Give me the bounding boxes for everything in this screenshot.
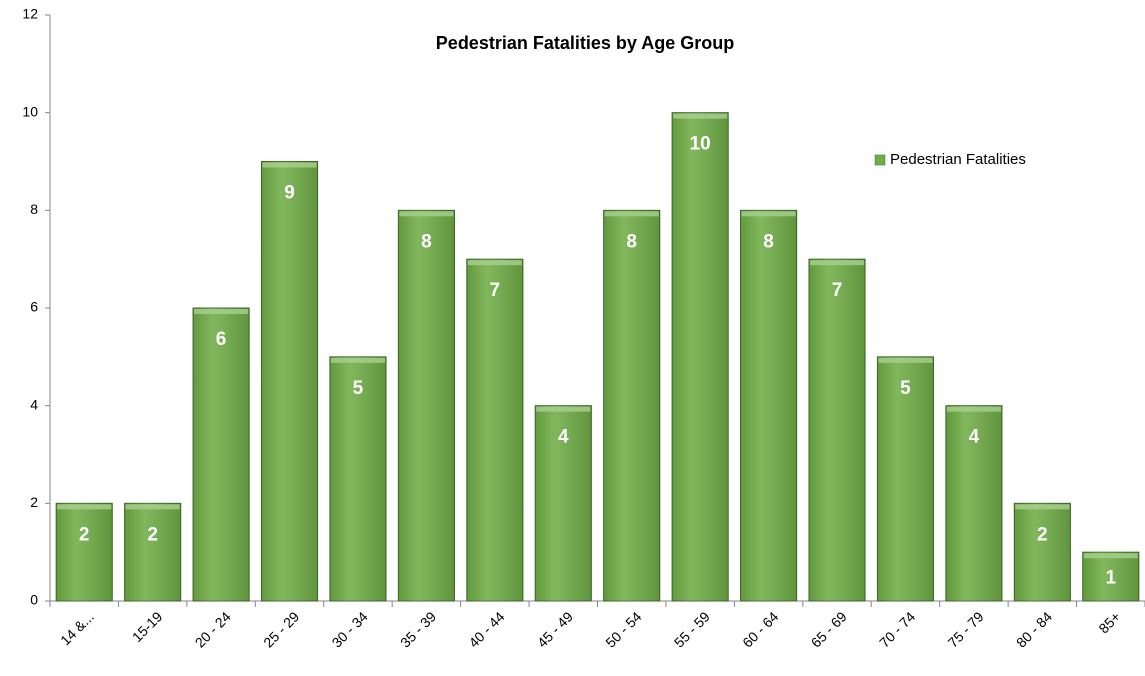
value-label: 5: [900, 378, 911, 399]
chart-title: Pedestrian Fatalities by Age Group: [436, 33, 734, 53]
bar-sheen: [466, 259, 523, 601]
bar-sheen: [329, 356, 387, 601]
value-label: 9: [284, 183, 295, 204]
value-label: 1: [1105, 568, 1116, 589]
x-tick-label: 80 - 84: [1013, 608, 1055, 650]
bar-group: [329, 356, 387, 602]
bar-group: [534, 405, 592, 602]
x-tick-label: 35 - 39: [397, 608, 439, 650]
bar-group: [397, 209, 455, 602]
bar-bevel: [1015, 504, 1070, 510]
bar-group: [671, 112, 729, 602]
value-label: 7: [490, 280, 501, 301]
bar-sheen: [877, 356, 934, 601]
bar-bevel: [399, 211, 454, 217]
bar-sheen: [56, 503, 113, 601]
y-tick-label: 2: [30, 494, 38, 510]
value-label: 4: [969, 427, 980, 448]
value-label: 10: [690, 134, 711, 155]
x-tick-label: 45 - 49: [534, 608, 576, 650]
x-tick-label: 75 - 79: [945, 608, 987, 650]
bar-sheen: [124, 503, 181, 601]
bar-group: [260, 161, 319, 602]
bar-sheen: [1014, 503, 1071, 601]
y-tick-label: 8: [30, 201, 38, 217]
bar-sheen: [945, 405, 1002, 601]
bar-group: [192, 307, 250, 602]
bar-bevel: [57, 504, 112, 510]
bar-sheen: [740, 210, 797, 602]
bar-sheen: [398, 210, 455, 602]
value-label: 6: [216, 329, 227, 350]
bar-group: [466, 258, 524, 602]
bar-sheen: [193, 308, 250, 601]
x-tick-label: 60 - 64: [739, 608, 781, 650]
bar-group: [945, 405, 1003, 602]
bar-group: [876, 356, 935, 602]
x-tick-label: 20 - 24: [192, 608, 234, 650]
x-tick-label: 14 &...: [57, 608, 97, 648]
value-label: 4: [558, 427, 569, 448]
bar-group: [1013, 502, 1071, 602]
bar-sheen: [535, 405, 592, 601]
legend-swatch: [874, 154, 886, 166]
bar-bevel: [125, 504, 180, 510]
bar-bevel: [330, 357, 386, 363]
bar-group: [603, 209, 661, 602]
x-tick-label: 40 - 44: [465, 608, 507, 650]
y-tick-label: 4: [30, 396, 38, 412]
bar-sheen: [261, 161, 318, 601]
value-label: 7: [832, 280, 843, 301]
x-tick-label: 15-19: [129, 608, 166, 645]
bar-group: [808, 258, 866, 602]
value-label: 8: [626, 231, 637, 252]
bar-bevel: [878, 357, 933, 363]
y-tick-label: 12: [22, 6, 38, 22]
bar-group: [740, 209, 798, 602]
bar-bevel: [536, 406, 591, 412]
bar-bevel: [194, 309, 249, 314]
x-tick-label: 65 - 69: [808, 608, 850, 650]
value-label: 2: [147, 524, 158, 545]
value-label: 8: [763, 231, 774, 252]
bar-sheen: [808, 259, 866, 601]
y-tick-label: 6: [30, 299, 38, 315]
value-label: 2: [79, 524, 90, 545]
bar-group: [1082, 551, 1140, 602]
x-tick-label: 85+: [1095, 608, 1123, 636]
bar-bevel: [673, 113, 728, 119]
x-tick-label: 25 - 29: [260, 608, 302, 650]
y-tick-label: 10: [22, 103, 38, 119]
bar-bevel: [946, 406, 1001, 412]
value-label: 5: [353, 378, 364, 399]
bar-sheen: [672, 112, 729, 602]
value-label: 8: [421, 231, 432, 252]
bar-bevel: [809, 260, 865, 266]
bar-bevel: [467, 260, 522, 266]
bar-sheen: [603, 210, 660, 602]
x-tick-label: 30 - 34: [329, 608, 371, 650]
bar-bevel: [604, 211, 659, 217]
bar-bevel: [741, 211, 796, 217]
bar-bevel: [1083, 553, 1138, 559]
bar-sheen: [1082, 552, 1139, 601]
bar-group: [124, 502, 182, 602]
x-tick-label: 50 - 54: [602, 608, 644, 650]
value-label: 2: [1037, 524, 1048, 545]
bar-bevel: [262, 162, 317, 168]
x-tick-label: 70 - 74: [876, 608, 918, 650]
bar-group: [55, 502, 113, 602]
legend-label: Pedestrian Fatalities: [890, 151, 1026, 168]
x-tick-label: 55 - 59: [671, 608, 713, 650]
y-tick-label: 0: [30, 592, 38, 608]
